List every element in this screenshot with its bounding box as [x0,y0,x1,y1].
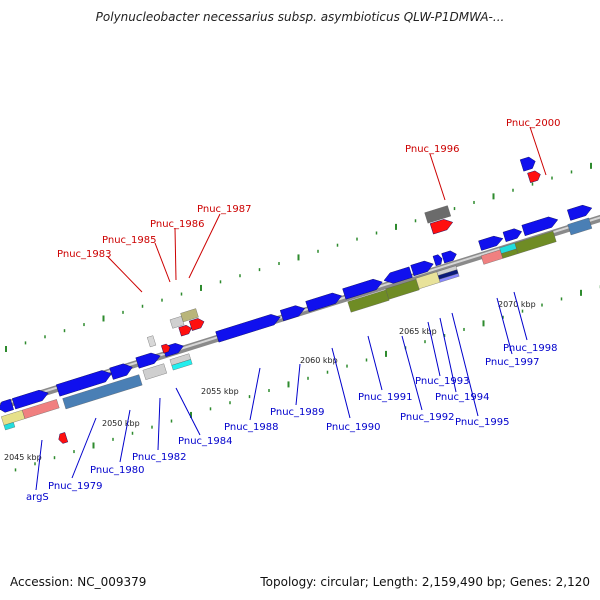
gene-arrow[interactable] [0,398,14,414]
rna-arrow[interactable] [161,343,171,354]
rna-arrow[interactable] [429,217,454,235]
gene-label-pnuc-1994[interactable]: Pnuc_1994 [435,392,489,403]
bottom-leaders [35,291,528,491]
gene-label-pnuc-1983[interactable]: Pnuc_1983 [57,249,111,260]
gene-label-pnuc-1984[interactable]: Pnuc_1984 [178,436,232,447]
gene-label-pnuc-1991[interactable]: Pnuc_1991 [358,392,412,403]
gene-arrow[interactable] [441,249,458,264]
gene-label-pnuc-1992[interactable]: Pnuc_1992 [400,412,454,423]
rna-arrow[interactable] [527,170,541,183]
map-title: Polynucleobacter necessarius subsp. asym… [95,10,505,24]
gene-block[interactable] [171,359,193,371]
gene-label-args[interactable]: argS [26,492,49,503]
gene-arrow[interactable] [279,303,306,322]
rna-arrow[interactable] [178,324,193,337]
gene-label-pnuc-1987[interactable]: Pnuc_1987 [197,204,251,215]
gene-label-pnuc-1988[interactable]: Pnuc_1988 [224,422,278,433]
gene-arrow[interactable] [432,254,444,267]
footer-accession: Accession: NC_009379 [10,575,147,589]
gene-arrow[interactable] [382,266,413,286]
footer-summary: Topology: circular; Length: 2,159,490 bp… [260,575,590,589]
scale-label-2060: 2060 kbp [300,356,338,365]
gene-block[interactable] [147,335,157,348]
gene-label-pnuc-1998[interactable]: Pnuc_1998 [503,343,557,354]
rna-arrow[interactable] [188,317,205,331]
gene-arrow[interactable] [521,214,560,237]
inner-tick-row [14,285,600,472]
gene-label-pnuc-1989[interactable]: Pnuc_1989 [270,407,324,418]
gene-label-pnuc-1979[interactable]: Pnuc_1979 [48,481,102,492]
gene-label-pnuc-1980[interactable]: Pnuc_1980 [90,465,144,476]
gene-label-pnuc-1990[interactable]: Pnuc_1990 [326,422,380,433]
gene-arrow[interactable] [478,234,505,251]
scale-label-2050: 2050 kbp [102,419,140,428]
gene-arrow[interactable] [12,388,50,410]
rna-arrow[interactable] [57,432,69,444]
gene-arrow[interactable] [215,312,282,343]
gene-arrow[interactable] [567,203,593,221]
scale-label-2070: 2070 kbp [498,300,536,309]
gene-block[interactable] [62,374,143,410]
gene-block[interactable] [424,205,451,224]
gene-label-pnuc-2000[interactable]: Pnuc_2000 [506,118,560,129]
gene-label-pnuc-1997[interactable]: Pnuc_1997 [485,357,539,368]
gene-block[interactable] [142,363,167,380]
scale-label-2065: 2065 kbp [399,327,437,336]
scale-label-2045: 2045 kbp [4,453,42,462]
gene-label-pnuc-1995[interactable]: Pnuc_1995 [455,417,509,428]
scale-label-2055: 2055 kbp [201,387,239,396]
gene-label-pnuc-1996[interactable]: Pnuc_1996 [405,144,459,155]
gene-label-pnuc-1982[interactable]: Pnuc_1982 [132,452,186,463]
gene-block[interactable] [180,308,199,323]
gene-arrow[interactable] [135,351,162,369]
gene-arrow[interactable] [305,291,344,313]
gene-label-pnuc-1985[interactable]: Pnuc_1985 [102,235,156,246]
gene-arrow[interactable] [410,259,435,277]
gene-arrow[interactable] [519,156,537,172]
top-leaders [107,126,547,293]
gene-arrow[interactable] [55,368,113,397]
gene-block[interactable] [567,217,593,236]
gene-block[interactable] [514,231,557,254]
gene-arrow[interactable] [109,361,135,380]
gene-block[interactable] [3,422,16,431]
gene-label-pnuc-1993[interactable]: Pnuc_1993 [415,376,469,387]
gene-label-pnuc-1986[interactable]: Pnuc_1986 [150,219,204,230]
gene-arrow[interactable] [342,277,384,300]
gene-block[interactable] [22,399,60,419]
gene-block[interactable] [439,273,460,283]
gene-arrow[interactable] [502,227,523,242]
